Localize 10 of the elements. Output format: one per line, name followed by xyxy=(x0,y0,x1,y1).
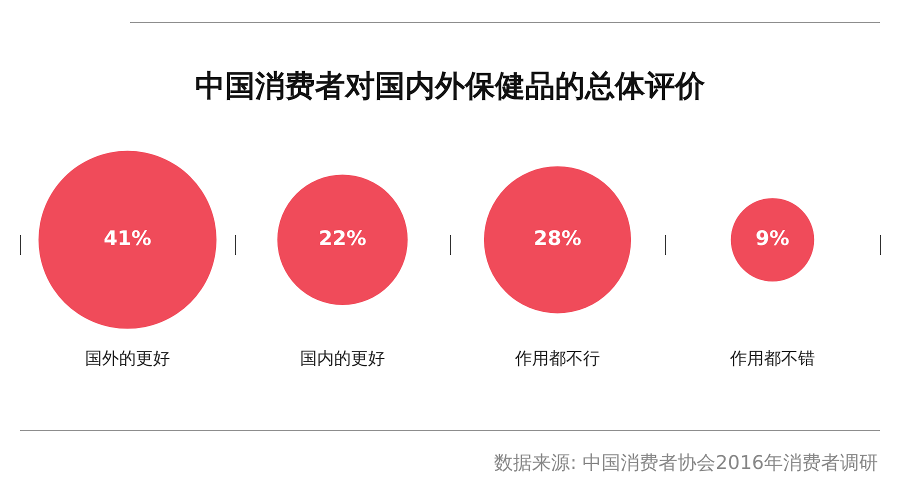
text: 中国消费者对国内外保健品的总体评价 xyxy=(194,68,706,106)
data-label: 22% xyxy=(318,226,366,250)
data-label: 41% xyxy=(104,226,152,250)
data-label: 28% xyxy=(534,226,582,250)
category-label: 作用都不行 xyxy=(514,349,600,370)
data-label: 9% xyxy=(756,226,790,250)
source-note: 数据来源: 中国消费者协会2016年消费者调研 xyxy=(494,451,878,476)
category-label: 国内的更好 xyxy=(300,349,385,370)
category-label: 作用都不错 xyxy=(729,349,815,370)
category-label: 国外的更好 xyxy=(85,349,170,370)
